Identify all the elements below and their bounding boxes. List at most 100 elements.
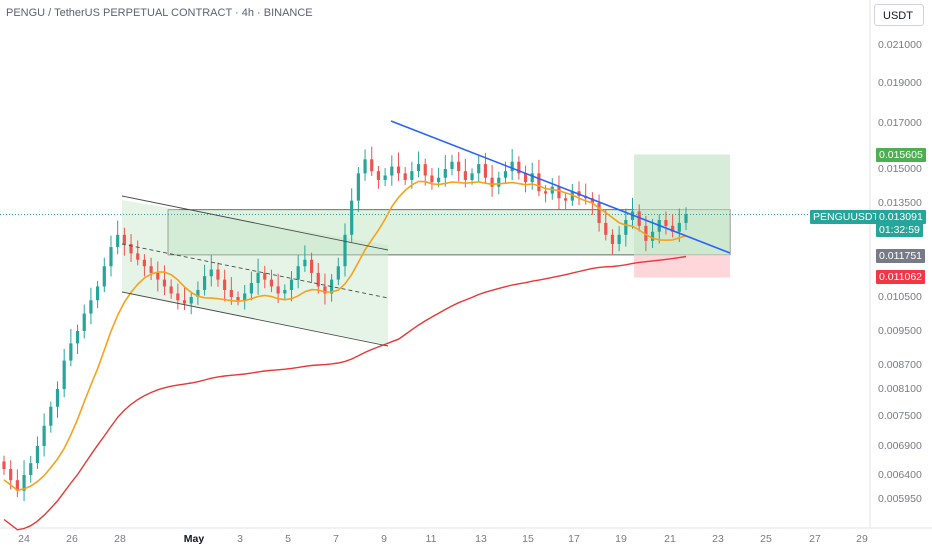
x-axis-tick: 21 — [664, 533, 676, 545]
candle-body — [490, 177, 494, 187]
candle-body — [503, 171, 508, 178]
price-tag: 01:32:59 — [876, 223, 923, 237]
price-tag: 0.015605 — [876, 148, 926, 162]
candle-body — [517, 161, 521, 174]
candle-body — [510, 161, 514, 172]
candle-body — [671, 225, 675, 232]
target-zone — [634, 154, 730, 210]
candle-body — [403, 173, 407, 180]
y-axis-tick: 0.008100 — [878, 383, 922, 395]
candle-body — [276, 286, 280, 294]
candle-body — [530, 173, 534, 183]
channel-upper — [121, 195, 389, 251]
candle-body — [283, 289, 287, 294]
candle-body — [289, 279, 294, 290]
ma-slow-line — [3, 255, 687, 531]
x-axis-tick: 26 — [66, 533, 78, 545]
candle-body — [189, 297, 193, 304]
candle-body — [543, 191, 548, 194]
candle-body — [303, 259, 307, 267]
stop-zone — [634, 254, 730, 278]
currency-selector[interactable]: USDT — [874, 4, 924, 26]
y-axis-tick: 0.009500 — [878, 325, 922, 337]
candle-body — [15, 480, 19, 491]
candle-body — [430, 175, 434, 183]
candle-body — [202, 276, 207, 290]
candle-body — [309, 259, 314, 273]
candle-body — [637, 211, 641, 226]
channel-mid — [121, 243, 389, 299]
candle-body — [497, 177, 501, 187]
candle-body — [604, 222, 608, 235]
candle-body — [370, 159, 374, 172]
candle-body — [363, 159, 367, 174]
candle-body — [684, 214, 688, 223]
candle-body — [463, 171, 467, 180]
candle-body — [269, 279, 274, 287]
candle-body — [35, 446, 40, 464]
candle-body — [122, 234, 126, 244]
candle-body — [223, 279, 227, 290]
candle-body — [390, 166, 394, 176]
channel-lower — [121, 291, 389, 347]
y-axis-tick: 0.006900 — [878, 440, 922, 452]
candle-body — [477, 164, 481, 174]
chart-title: PENGU / TetherUS PERPETUAL CONTRACT · 4h… — [6, 7, 313, 19]
x-axis-tick: 15 — [522, 533, 534, 545]
candle-body — [75, 331, 80, 344]
x-axis-tick: 28 — [114, 533, 126, 545]
candle-body — [610, 234, 615, 244]
candle-body — [570, 191, 574, 201]
candle-body — [9, 469, 13, 481]
candle-body — [316, 272, 320, 287]
candle-body — [437, 177, 441, 183]
y-axis-tick: 0.017000 — [878, 117, 922, 129]
candle-body — [2, 461, 6, 470]
candle-body — [396, 166, 401, 174]
y-axis-tick: 0.021000 — [878, 39, 922, 51]
candle-body — [142, 259, 147, 267]
x-axis-tick: May — [183, 533, 205, 545]
candle-body — [557, 186, 561, 199]
candle-body — [624, 220, 628, 235]
candle-body — [102, 266, 106, 287]
candle-body — [677, 222, 681, 232]
candle-body — [376, 171, 381, 180]
y-axis-tick: 0.015000 — [878, 163, 922, 175]
x-axis-tick: 29 — [856, 533, 868, 545]
price-tag: 0.011062 — [876, 270, 926, 284]
candle-body — [343, 234, 347, 267]
candle-body — [236, 297, 240, 301]
candle-body — [617, 234, 621, 244]
candle-body — [243, 293, 247, 301]
x-axis-tick: 19 — [615, 533, 627, 545]
candle-body — [664, 220, 668, 226]
candle-body — [483, 164, 488, 178]
x-axis-tick: 24 — [18, 533, 30, 545]
candle-body — [55, 389, 60, 407]
candle-body — [537, 173, 541, 192]
x-axis-tick: 3 — [237, 533, 243, 545]
candle-body — [129, 243, 133, 254]
candle-body — [169, 286, 173, 294]
y-axis-tick: 0.019000 — [878, 77, 922, 89]
y-axis-tick: 0.010500 — [878, 291, 922, 303]
price-tag: PENGUUSDT.P — [810, 210, 891, 224]
price-tag: 0.011751 — [876, 249, 926, 263]
x-axis-tick: 25 — [760, 533, 772, 545]
candle-body — [22, 475, 26, 491]
candle-body — [209, 269, 213, 277]
candle-body — [597, 203, 601, 223]
candle-body — [423, 164, 427, 176]
x-axis-tick: 5 — [285, 533, 291, 545]
candle-body — [82, 313, 86, 331]
candle-body — [523, 173, 528, 183]
candle-body — [62, 360, 66, 389]
candle-body — [443, 169, 447, 178]
x-axis-tick: 7 — [333, 533, 339, 545]
candle-body — [136, 253, 140, 260]
x-axis-tick: 27 — [809, 533, 821, 545]
x-axis-tick: 9 — [381, 533, 387, 545]
